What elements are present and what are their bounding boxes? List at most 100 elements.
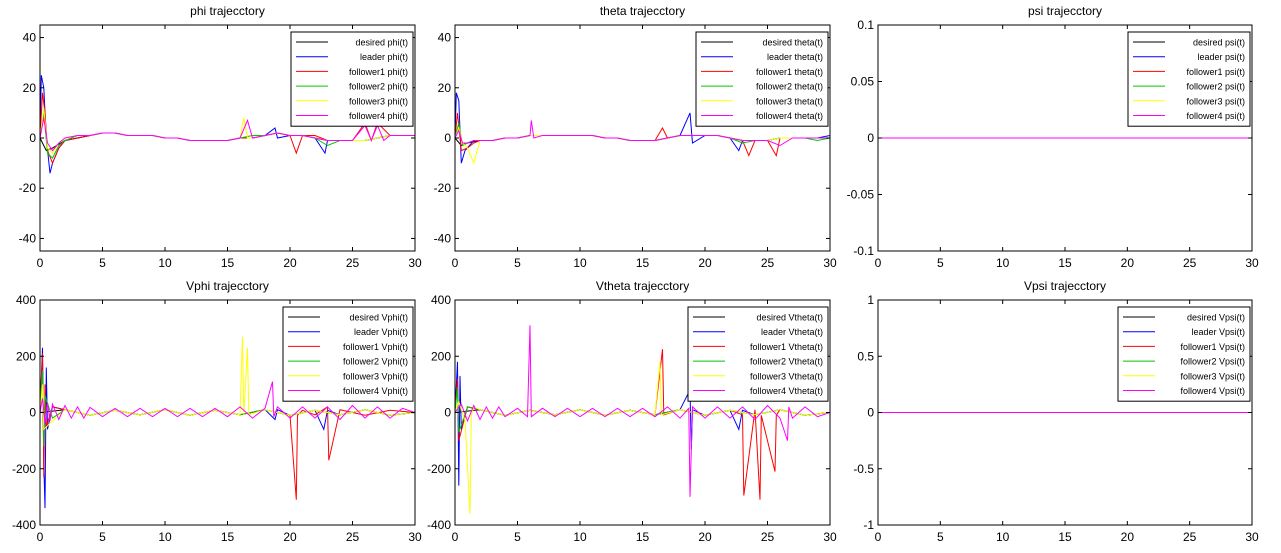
y-tick-label: -200 — [427, 462, 451, 476]
y-tick-label: 0 — [29, 406, 36, 420]
y-tick-label: 0 — [867, 131, 874, 145]
legend-label: follower3 psi(t) — [1186, 96, 1245, 106]
legend: desired theta(t) leader theta(t) follower1… — [695, 31, 829, 127]
legend-label: follower1 psi(t) — [1186, 67, 1245, 77]
y-tick-label: 0.5 — [857, 349, 874, 363]
series-line-5 — [455, 361, 830, 514]
subplot-5: 0 5 10 15 20 25 30 -400 -200 0 200 400 Vtheta trajec… — [427, 279, 837, 544]
x-tick-label: 25 — [346, 530, 360, 544]
legend-label: desired Vpsi(t) — [1187, 313, 1245, 323]
legend-label: follower1 Vphi(t) — [343, 342, 408, 352]
legend: desired Vphi(t) leader Vphi(t) follower1 V… — [282, 306, 414, 402]
legend-label: follower4 theta(t) — [756, 111, 823, 121]
legend-label: leader Vphi(t) — [354, 327, 408, 337]
legend-label: leader phi(t) — [360, 52, 408, 62]
x-tick-label: 30 — [823, 530, 837, 544]
legend-label: desired phi(t) — [355, 38, 408, 48]
legend-label: follower2 phi(t) — [349, 82, 408, 92]
y-tick-label: -40 — [434, 231, 452, 245]
legend-label: leader psi(t) — [1197, 52, 1245, 62]
legend-label: follower4 psi(t) — [1186, 111, 1245, 121]
legend-label: follower4 Vpsi(t) — [1180, 386, 1245, 396]
series-group — [455, 92, 830, 165]
x-tick-label: 30 — [823, 256, 837, 270]
legend-label: desired Vtheta(t) — [756, 313, 823, 323]
legend-label: follower3 theta(t) — [756, 96, 823, 106]
legend: desired Vtheta(t) leader Vtheta(t) followe… — [687, 306, 829, 402]
chart-title: psi trajecctory — [1028, 4, 1102, 18]
y-tick-label: -1 — [863, 518, 874, 532]
x-tick-label: 20 — [698, 530, 712, 544]
legend-label: follower1 phi(t) — [349, 67, 408, 77]
x-tick-label: 25 — [1183, 530, 1197, 544]
legend-box — [1117, 306, 1251, 402]
legend-label: desired psi(t) — [1193, 38, 1245, 48]
x-tick-label: 30 — [1245, 530, 1259, 544]
chart-title: phi trajecctory — [190, 4, 265, 18]
chart-title: Vtheta trajecctory — [596, 279, 689, 293]
series-line-5 — [40, 336, 415, 431]
chart-title: Vphi trajecctory — [186, 279, 269, 293]
legend: desired Vpsi(t) leader Vpsi(t) follower1 V… — [1117, 306, 1251, 402]
x-tick-label: 10 — [996, 256, 1010, 270]
legend-label: follower2 Vtheta(t) — [750, 357, 823, 367]
x-tick-label: 15 — [636, 530, 650, 544]
x-tick-label: 10 — [573, 530, 587, 544]
legend-box — [290, 31, 414, 127]
x-tick-label: 15 — [636, 256, 650, 270]
legend-box — [687, 306, 829, 402]
subplot-6: 0 5 10 15 20 25 30 -1 -0.5 0 0.5 1 Vpsi trajecctory d… — [853, 279, 1259, 544]
x-tick-label: 30 — [408, 256, 422, 270]
x-tick-label: 20 — [698, 256, 712, 270]
x-tick-label: 0 — [452, 256, 459, 270]
x-tick-label: 10 — [158, 256, 172, 270]
subplot-2: 0 5 10 15 20 25 30 -40 -20 0 20 40 theta trajecctory… — [434, 4, 837, 270]
x-tick-label: 5 — [99, 256, 106, 270]
legend-label: follower1 Vpsi(t) — [1180, 342, 1245, 352]
x-tick-label: 0 — [452, 530, 459, 544]
y-tick-label: -20 — [434, 181, 452, 195]
legend-label: desired Vphi(t) — [349, 313, 408, 323]
x-tick-label: 5 — [937, 530, 944, 544]
x-tick-label: 10 — [996, 530, 1010, 544]
legend-label: follower3 Vpsi(t) — [1180, 371, 1245, 381]
legend-label: follower4 Vphi(t) — [343, 386, 408, 396]
y-tick-label: 20 — [23, 81, 37, 95]
x-tick-label: 30 — [408, 530, 422, 544]
x-tick-label: 20 — [1121, 530, 1135, 544]
x-tick-label: 20 — [283, 256, 297, 270]
y-tick-label: 20 — [438, 81, 452, 95]
x-tick-label: 5 — [99, 530, 106, 544]
y-tick-label: -0.5 — [853, 462, 874, 476]
y-tick-label: 40 — [23, 31, 37, 45]
x-tick-label: 5 — [937, 256, 944, 270]
y-tick-label: -0.05 — [847, 188, 875, 202]
y-tick-label: 0.1 — [857, 18, 874, 32]
x-tick-label: 15 — [221, 530, 235, 544]
legend-label: follower3 Vtheta(t) — [750, 371, 823, 381]
legend-box — [282, 306, 414, 402]
legend-label: leader Vpsi(t) — [1191, 327, 1245, 337]
x-tick-label: 25 — [761, 256, 775, 270]
legend-label: follower2 Vphi(t) — [343, 357, 408, 367]
x-tick-label: 5 — [514, 530, 521, 544]
x-tick-label: 0 — [875, 256, 882, 270]
y-tick-label: -400 — [427, 518, 451, 532]
x-tick-label: 25 — [1183, 256, 1197, 270]
x-tick-label: 20 — [283, 530, 297, 544]
subplot-4: 0 5 10 15 20 25 30 -400 -200 0 200 400 Vphi trajecct… — [12, 279, 422, 544]
y-tick-label: -40 — [19, 231, 37, 245]
x-tick-label: 15 — [221, 256, 235, 270]
x-tick-label: 15 — [1058, 530, 1072, 544]
legend: desired psi(t) leader psi(t) follower1 psi… — [1127, 31, 1251, 127]
legend-label: follower2 psi(t) — [1186, 82, 1245, 92]
legend-label: follower3 Vphi(t) — [343, 371, 408, 381]
y-tick-label: 0 — [29, 131, 36, 145]
legend-label: follower4 Vtheta(t) — [750, 386, 823, 396]
x-tick-label: 20 — [1121, 256, 1135, 270]
x-tick-label: 10 — [158, 530, 172, 544]
legend-label: follower1 Vtheta(t) — [750, 342, 823, 352]
x-tick-label: 25 — [346, 256, 360, 270]
series-group — [455, 325, 830, 514]
